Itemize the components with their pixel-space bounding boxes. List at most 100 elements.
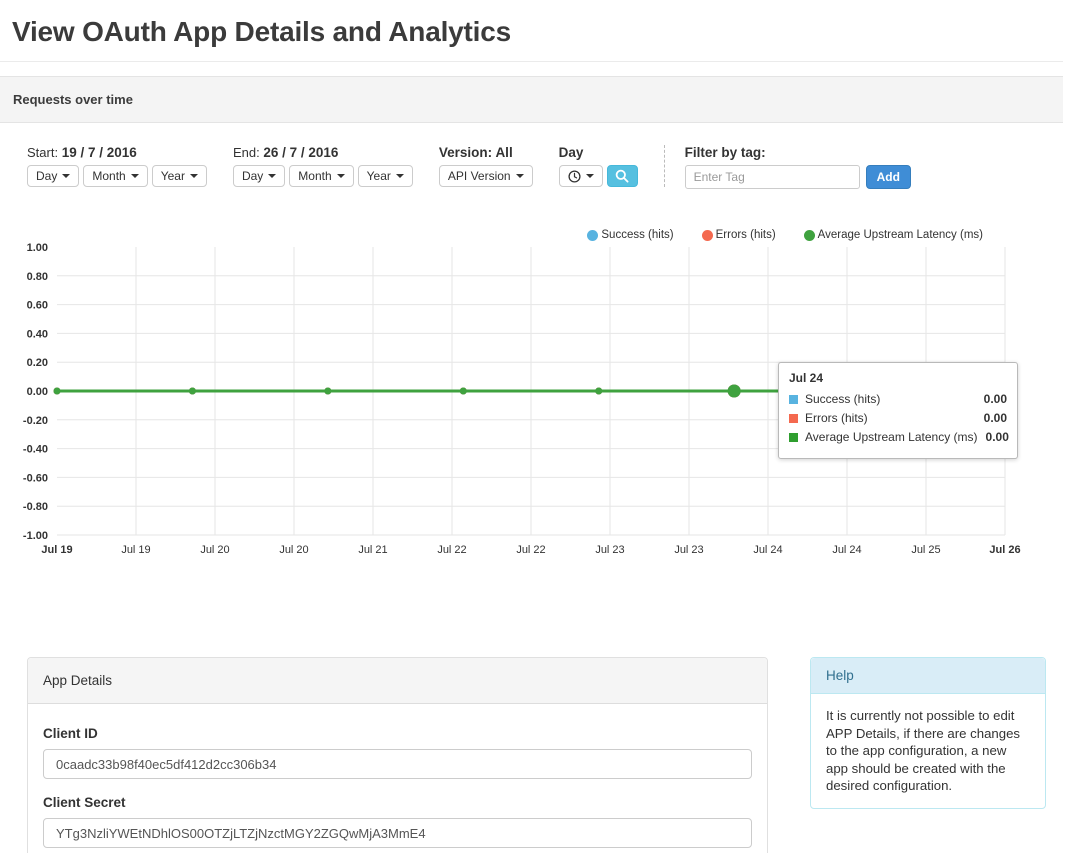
x-axis-label: Jul 20: [279, 544, 308, 556]
start-date-group: Start: 19 / 7 / 2016 Day Month Year: [27, 145, 207, 187]
y-axis-label: 0.40: [27, 328, 48, 340]
tooltip-success-value: 0.00: [983, 392, 1007, 406]
end-month-label: Month: [298, 169, 332, 183]
errors-square-icon: [789, 413, 798, 423]
client-secret-label: Client Secret: [43, 795, 126, 810]
y-axis-label: -1.00: [23, 530, 48, 542]
y-axis-label: 0.80: [27, 271, 48, 283]
chevron-down-icon: [585, 174, 594, 178]
client-secret-field[interactable]: [43, 818, 752, 848]
start-year-label: Year: [160, 169, 185, 183]
start-label-text: Start:: [27, 145, 59, 160]
chevron-down-icon: [395, 174, 404, 178]
tag-input[interactable]: [684, 165, 860, 189]
legend-latency-label: Average Upstream Latency (ms): [817, 229, 983, 241]
start-day-dropdown[interactable]: Day: [27, 165, 80, 187]
filter-bar: Start: 19 / 7 / 2016 Day Month Year End:…: [27, 145, 1071, 189]
chart-tooltip: Jul 24 Success (hits) 0.00 Errors (hits)…: [778, 362, 1018, 459]
help-header: Help: [811, 658, 1045, 694]
x-axis-label: Jul 24: [753, 544, 782, 556]
tooltip-row-latency: Average Upstream Latency (ms) 0.00: [789, 430, 1009, 444]
legend-item-success[interactable]: Success (hits): [587, 229, 674, 241]
end-label-text: End:: [232, 145, 260, 160]
version-value: All: [495, 145, 513, 160]
y-axis-label: -0.80: [23, 501, 48, 513]
version-label: Version: All: [439, 145, 533, 160]
x-axis-label: Jul 22: [437, 544, 466, 556]
tooltip-success-label: Success (hits): [805, 392, 881, 406]
legend-item-latency[interactable]: Average Upstream Latency (ms): [803, 229, 983, 241]
version-group: Version: All API Version: [438, 145, 533, 187]
start-month-label: Month: [92, 169, 126, 183]
end-year-dropdown[interactable]: Year: [357, 165, 413, 187]
x-axis-label: Jul 23: [674, 544, 703, 556]
title-divider: [0, 61, 1063, 62]
tooltip-errors-label: Errors (hits): [805, 411, 868, 425]
data-point[interactable]: [727, 384, 741, 398]
client-id-group: Client ID: [43, 726, 752, 779]
filter-divider: [663, 145, 665, 187]
tooltip-latency-label: Average Upstream Latency (ms): [805, 430, 978, 444]
help-panel: Help It is currently not possible to edi…: [810, 657, 1046, 809]
data-point[interactable]: [459, 387, 467, 395]
granularity-dropdown[interactable]: [558, 165, 603, 187]
chart-legend: Success (hits) Errors (hits) Average Ups…: [587, 229, 983, 241]
data-point[interactable]: [324, 387, 332, 395]
chevron-down-icon: [130, 174, 139, 178]
add-tag-button[interactable]: Add: [865, 165, 911, 189]
chevron-down-icon: [268, 174, 277, 178]
y-axis-label: 0.60: [27, 300, 48, 312]
start-date-value: 19 / 7 / 2016: [61, 145, 137, 160]
x-axis-label: Jul 21: [358, 544, 387, 556]
app-details-header: App Details: [28, 658, 767, 704]
x-axis-label: Jul 23: [595, 544, 624, 556]
granularity-label: Day: [559, 145, 638, 160]
start-date-label: Start: 19 / 7 / 2016: [27, 145, 207, 160]
y-axis-label: 0.00: [27, 386, 48, 398]
start-day-label: Day: [36, 169, 58, 183]
client-id-field[interactable]: [43, 749, 752, 779]
data-point[interactable]: [188, 387, 196, 395]
clock-icon: [568, 169, 581, 183]
bottom-section: App Details Client ID Client Secret Help…: [27, 657, 1071, 853]
version-label-text: Version:: [438, 145, 493, 160]
latency-legend-dot: [803, 229, 815, 241]
y-axis-label: -0.40: [23, 444, 48, 456]
y-axis-label: -0.20: [23, 415, 48, 427]
end-date-value: 26 / 7 / 2016: [263, 145, 339, 160]
client-id-label: Client ID: [43, 726, 98, 741]
success-square-icon: [789, 394, 798, 404]
y-axis-label: 1.00: [27, 242, 48, 254]
x-axis-label: Jul 19: [41, 544, 72, 556]
legend-item-errors[interactable]: Errors (hits): [701, 229, 776, 241]
end-month-dropdown[interactable]: Month: [289, 165, 354, 187]
chevron-down-icon: [336, 174, 345, 178]
help-body-text: It is currently not possible to edit APP…: [826, 708, 1021, 794]
search-button[interactable]: [606, 165, 638, 187]
tag-filter-group: Filter by tag: Add: [684, 145, 911, 189]
end-day-dropdown[interactable]: Day: [232, 165, 286, 187]
page-title: View OAuth App Details and Analytics: [12, 16, 511, 47]
end-year-label: Year: [366, 169, 391, 183]
tooltip-row-errors: Errors (hits) 0.00: [789, 411, 1007, 425]
tooltip-title: Jul 24: [789, 371, 824, 385]
latency-square-icon: [789, 432, 798, 442]
start-month-dropdown[interactable]: Month: [83, 165, 148, 187]
chevron-down-icon: [515, 174, 524, 178]
data-point[interactable]: [595, 387, 603, 395]
start-year-dropdown[interactable]: Year: [151, 165, 207, 187]
tooltip-errors-value: 0.00: [983, 411, 1007, 425]
search-icon: [615, 169, 629, 183]
end-date-group: End: 26 / 7 / 2016 Day Month Year: [232, 145, 413, 187]
chevron-down-icon: [189, 174, 198, 178]
tag-label-text: Filter by tag:: [684, 145, 766, 160]
y-axis-label: 0.20: [27, 357, 48, 369]
x-axis-label: Jul 26: [989, 544, 1020, 556]
errors-legend-dot: [701, 229, 713, 241]
end-date-label: End: 26 / 7 / 2016: [233, 145, 413, 160]
chevron-down-icon: [62, 174, 71, 178]
data-point[interactable]: [53, 387, 61, 395]
api-version-dropdown[interactable]: API Version: [438, 165, 533, 187]
legend-success-label: Success (hits): [601, 229, 674, 241]
